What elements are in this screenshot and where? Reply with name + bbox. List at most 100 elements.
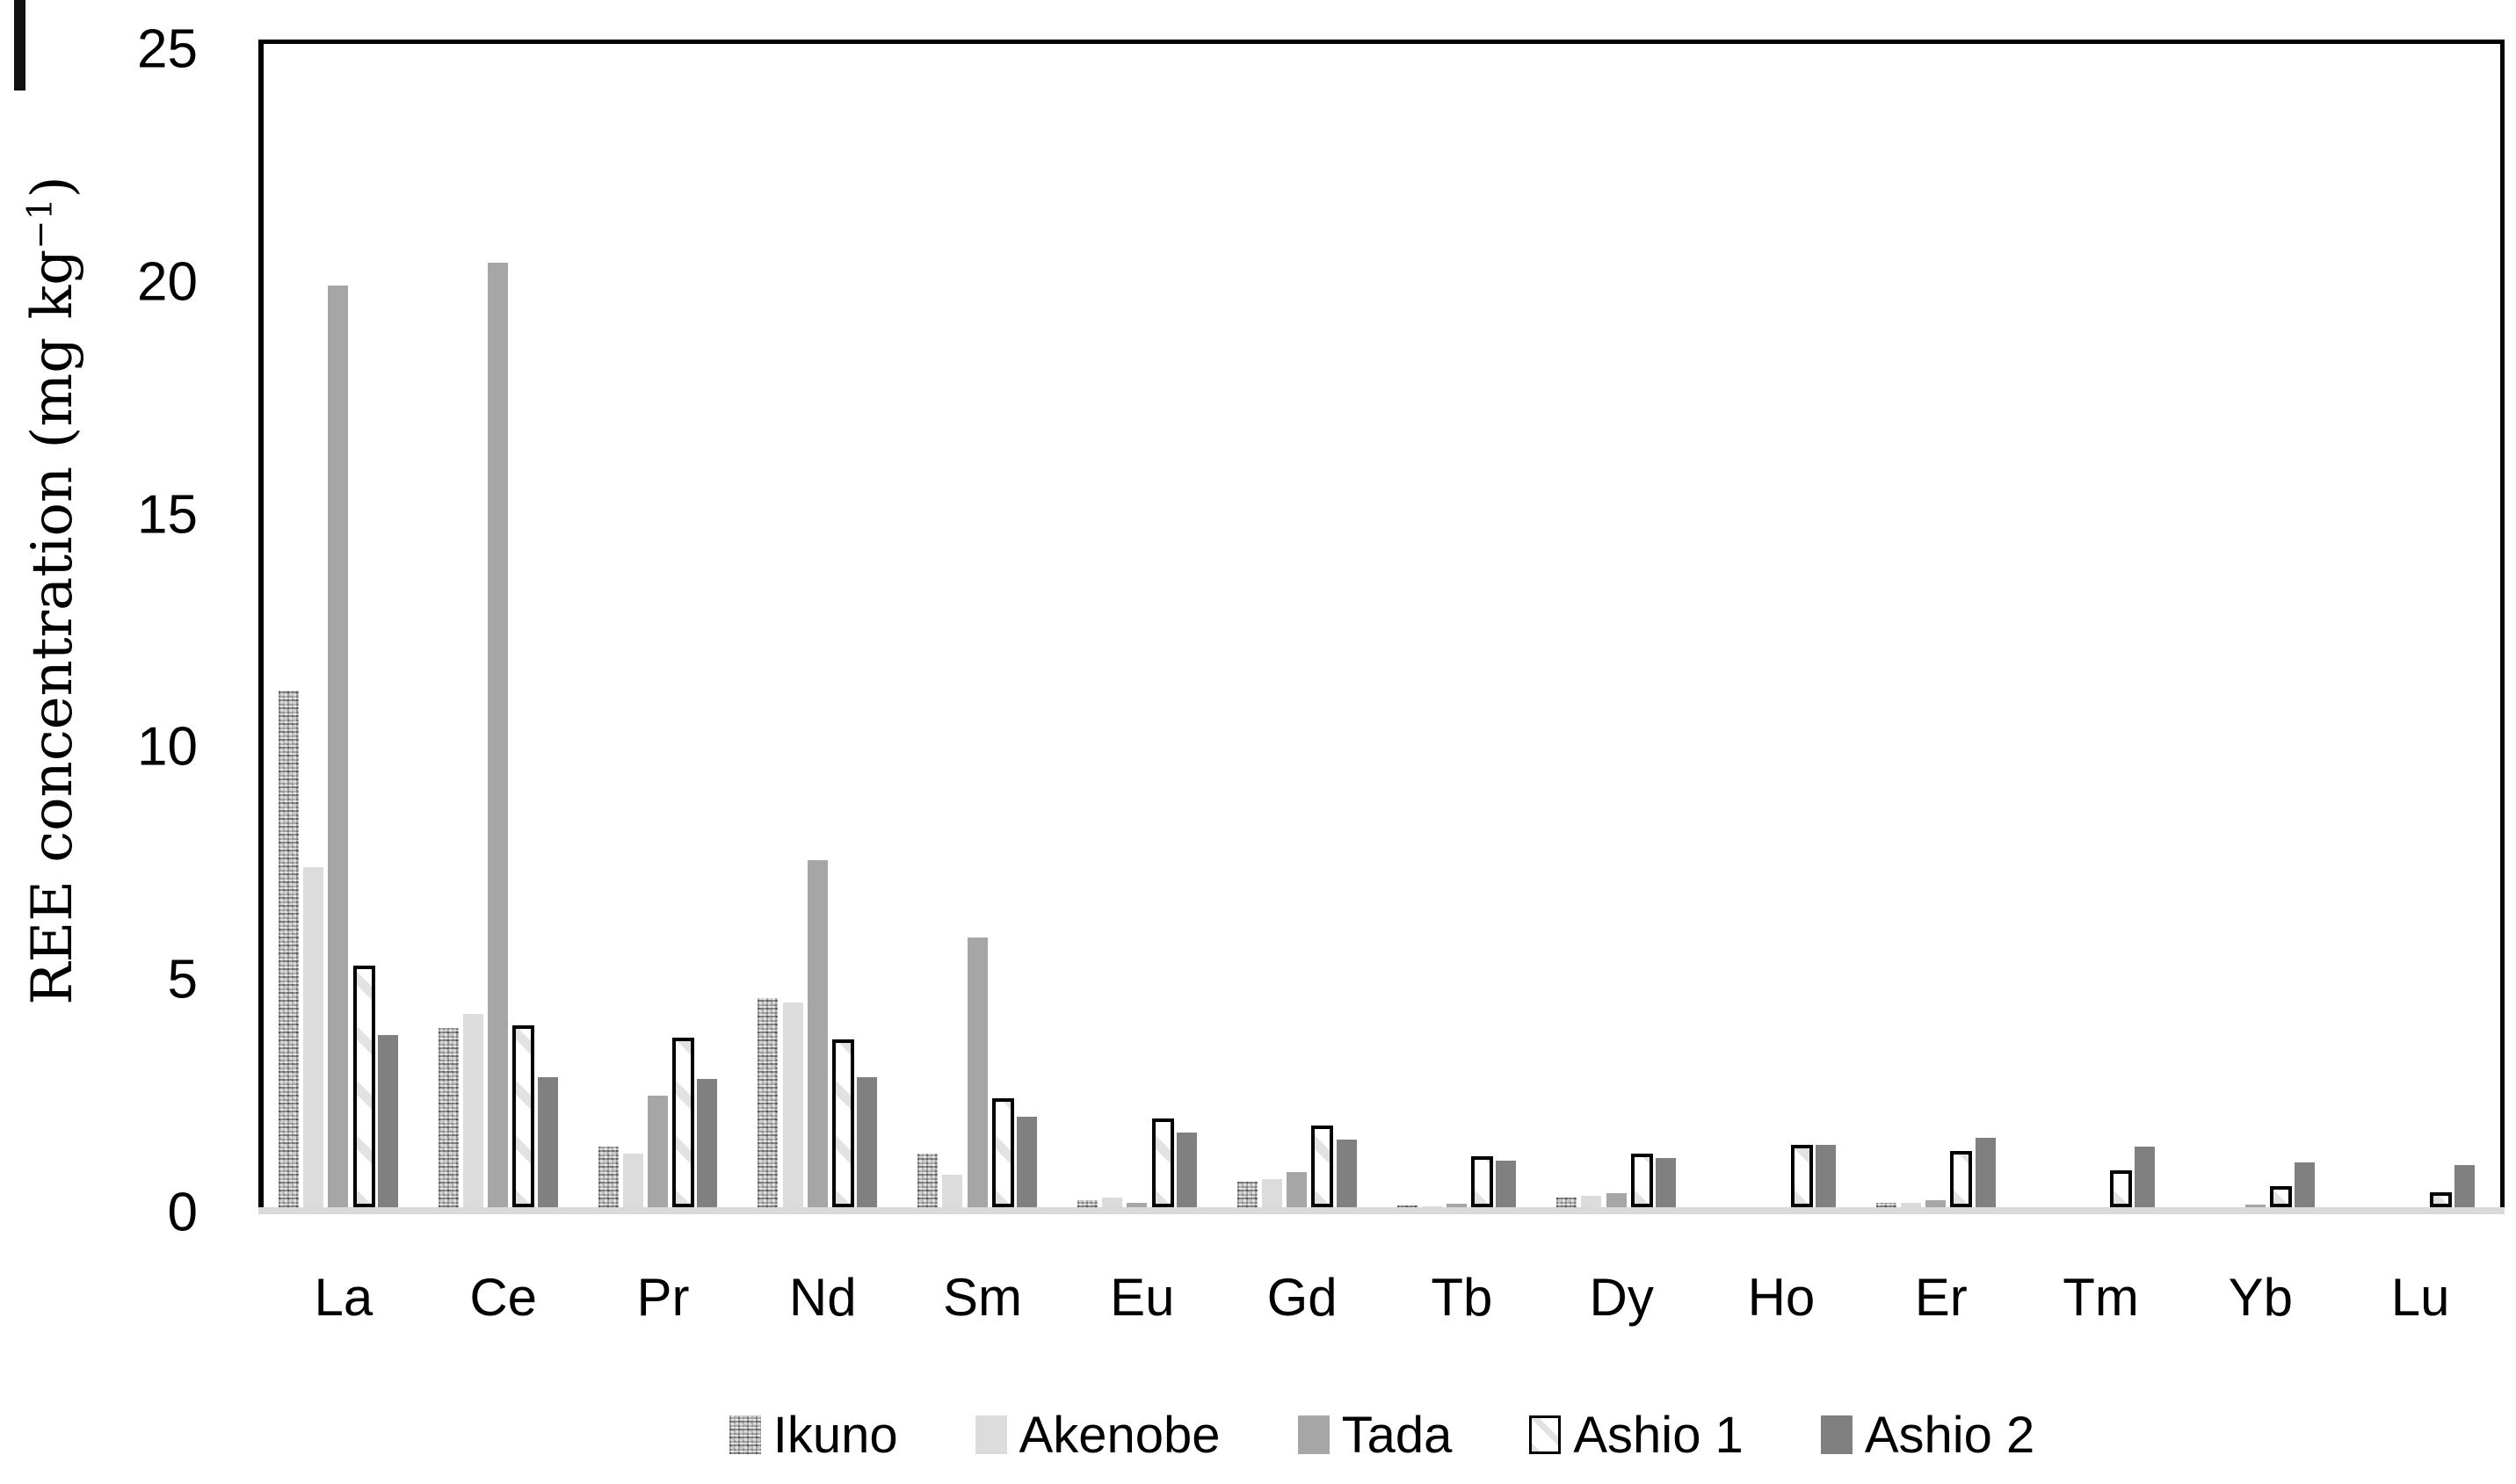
- legend: Ikuno Akenobe Tada Ashio 1 Ashio 2: [264, 1404, 2500, 1466]
- bar-ashio-1-gd: [1311, 1126, 1334, 1207]
- bar-ashio-2-er: [1975, 1137, 1996, 1207]
- bar-tada-gd: [1287, 1172, 1308, 1207]
- x-tick-label-tm: Tm: [2063, 1268, 2139, 1327]
- legend-swatch-ashio-2-icon: [1820, 1415, 1853, 1454]
- bar-ikuno-pr: [598, 1147, 619, 1207]
- bar-ikuno-er: [1875, 1202, 1896, 1207]
- y-tick-label-10: 10: [137, 716, 198, 778]
- plot-border-top: [258, 40, 2505, 44]
- plot-border-right: [2500, 40, 2505, 1207]
- bar-akenobe-pr: [622, 1154, 643, 1207]
- bar-ikuno-eu: [1077, 1200, 1098, 1207]
- bar-ashio-2-ho: [1815, 1144, 1836, 1207]
- bar-ashio-1-sm: [991, 1097, 1014, 1207]
- bar-akenobe-gd: [1261, 1179, 1282, 1207]
- bar-ashio-1-yb: [2270, 1186, 2293, 1207]
- legend-swatch-ashio-1-icon: [1529, 1415, 1562, 1454]
- y-tick-label-5: 5: [167, 949, 198, 1010]
- x-tick-label-ho: Ho: [1747, 1268, 1816, 1327]
- bar-ashio-1-pr: [672, 1037, 695, 1207]
- y-axis-title-text: REE concentration (mg kg: [20, 249, 86, 1005]
- bar-ashio-2-la: [377, 1035, 398, 1207]
- x-tick-label-nd: Nd: [788, 1268, 857, 1327]
- bar-akenobe-er: [1901, 1202, 1922, 1207]
- bar-ashio-1-lu: [2429, 1192, 2452, 1207]
- x-tick-label-sm: Sm: [943, 1268, 1023, 1327]
- bar-ashio-1-tm: [2110, 1169, 2133, 1207]
- bar-tada-yb: [2244, 1204, 2266, 1207]
- bar-akenobe-la: [303, 867, 324, 1207]
- x-axis-line: [258, 1207, 2505, 1214]
- legend-item-tada: Tada: [1297, 1406, 1453, 1465]
- legend-item-akenobe: Akenobe: [975, 1406, 1221, 1465]
- y-tick-label-25: 25: [137, 18, 198, 80]
- x-tick-label-la: La: [314, 1268, 373, 1327]
- bar-ashio-1-ce: [512, 1025, 535, 1207]
- y-tick-label-20: 20: [137, 251, 198, 313]
- figure-crop-artifact: [14, 0, 25, 90]
- legend-label-akenobe: Akenobe: [1019, 1406, 1221, 1464]
- bar-ashio-2-dy: [1656, 1158, 1677, 1207]
- bar-tada-pr: [647, 1095, 668, 1207]
- bar-akenobe-ce: [462, 1014, 483, 1207]
- legend-label-ikuno: Ikuno: [772, 1406, 898, 1464]
- bar-ashio-2-tb: [1496, 1161, 1517, 1207]
- bar-ikuno-tb: [1396, 1205, 1418, 1207]
- x-tick-label-tb: Tb: [1431, 1268, 1493, 1327]
- bar-ashio-2-ce: [537, 1076, 558, 1207]
- bar-ikuno-la: [279, 691, 299, 1207]
- legend-item-ikuno: Ikuno: [729, 1406, 898, 1465]
- x-tick-label-eu: Eu: [1110, 1268, 1175, 1327]
- legend-swatch-ikuno-icon: [729, 1415, 761, 1454]
- bar-ashio-2-pr: [697, 1079, 718, 1207]
- legend-item-ashio-2: Ashio 2: [1820, 1406, 2035, 1465]
- legend-label-tada: Tada: [1341, 1406, 1453, 1464]
- x-tick-label-er: Er: [1914, 1268, 1968, 1327]
- x-tick-label-yb: Yb: [2228, 1268, 2294, 1327]
- bar-tada-la: [328, 286, 349, 1207]
- bar-akenobe-nd: [782, 1002, 803, 1207]
- legend-swatch-tada-icon: [1297, 1415, 1330, 1454]
- bar-ashio-1-nd: [831, 1039, 854, 1207]
- bar-akenobe-eu: [1102, 1198, 1123, 1207]
- y-axis-line: [258, 40, 264, 1207]
- bar-tada-dy: [1606, 1193, 1627, 1207]
- bar-ikuno-dy: [1556, 1198, 1577, 1207]
- legend-label-ashio-2: Ashio 2: [1864, 1406, 2035, 1464]
- legend-label-ashio-1: Ashio 1: [1573, 1406, 1744, 1464]
- bar-ashio-1-eu: [1151, 1118, 1174, 1207]
- y-axis-title-suffix: ): [20, 176, 86, 199]
- bar-tada-er: [1925, 1200, 1947, 1207]
- y-tick-label-15: 15: [137, 484, 198, 546]
- bar-akenobe-dy: [1581, 1195, 1602, 1207]
- y-axis-title-superscript: −1: [19, 198, 61, 250]
- bar-ashio-2-lu: [2454, 1165, 2475, 1207]
- bar-akenobe-sm: [942, 1174, 963, 1207]
- y-tick-label-0: 0: [167, 1182, 198, 1243]
- bar-ashio-2-tm: [2135, 1147, 2156, 1207]
- bar-ashio-2-sm: [1016, 1116, 1037, 1207]
- bar-ashio-1-la: [352, 965, 375, 1207]
- bar-akenobe-tb: [1421, 1205, 1442, 1207]
- bar-ikuno-sm: [917, 1154, 939, 1207]
- x-tick-label-ce: Ce: [469, 1268, 538, 1327]
- bar-ashio-1-tb: [1471, 1155, 1494, 1207]
- x-tick-label-dy: Dy: [1589, 1268, 1654, 1327]
- bar-ashio-1-ho: [1790, 1144, 1813, 1207]
- legend-swatch-akenobe-icon: [975, 1415, 1007, 1454]
- bar-tada-nd: [807, 860, 828, 1207]
- bar-ashio-1-dy: [1630, 1154, 1653, 1207]
- bar-ikuno-ce: [438, 1028, 459, 1207]
- bar-ashio-2-yb: [2295, 1162, 2316, 1207]
- bar-ashio-2-nd: [857, 1076, 878, 1207]
- bar-ikuno-gd: [1236, 1181, 1258, 1207]
- bar-ikuno-nd: [758, 997, 779, 1207]
- bar-ashio-2-eu: [1176, 1133, 1197, 1207]
- bar-tada-eu: [1127, 1202, 1148, 1207]
- bar-ashio-2-gd: [1336, 1140, 1357, 1207]
- bar-tada-ce: [488, 262, 509, 1207]
- x-tick-label-gd: Gd: [1266, 1268, 1338, 1327]
- legend-item-ashio-1: Ashio 1: [1529, 1406, 1744, 1465]
- x-tick-label-pr: Pr: [636, 1268, 690, 1327]
